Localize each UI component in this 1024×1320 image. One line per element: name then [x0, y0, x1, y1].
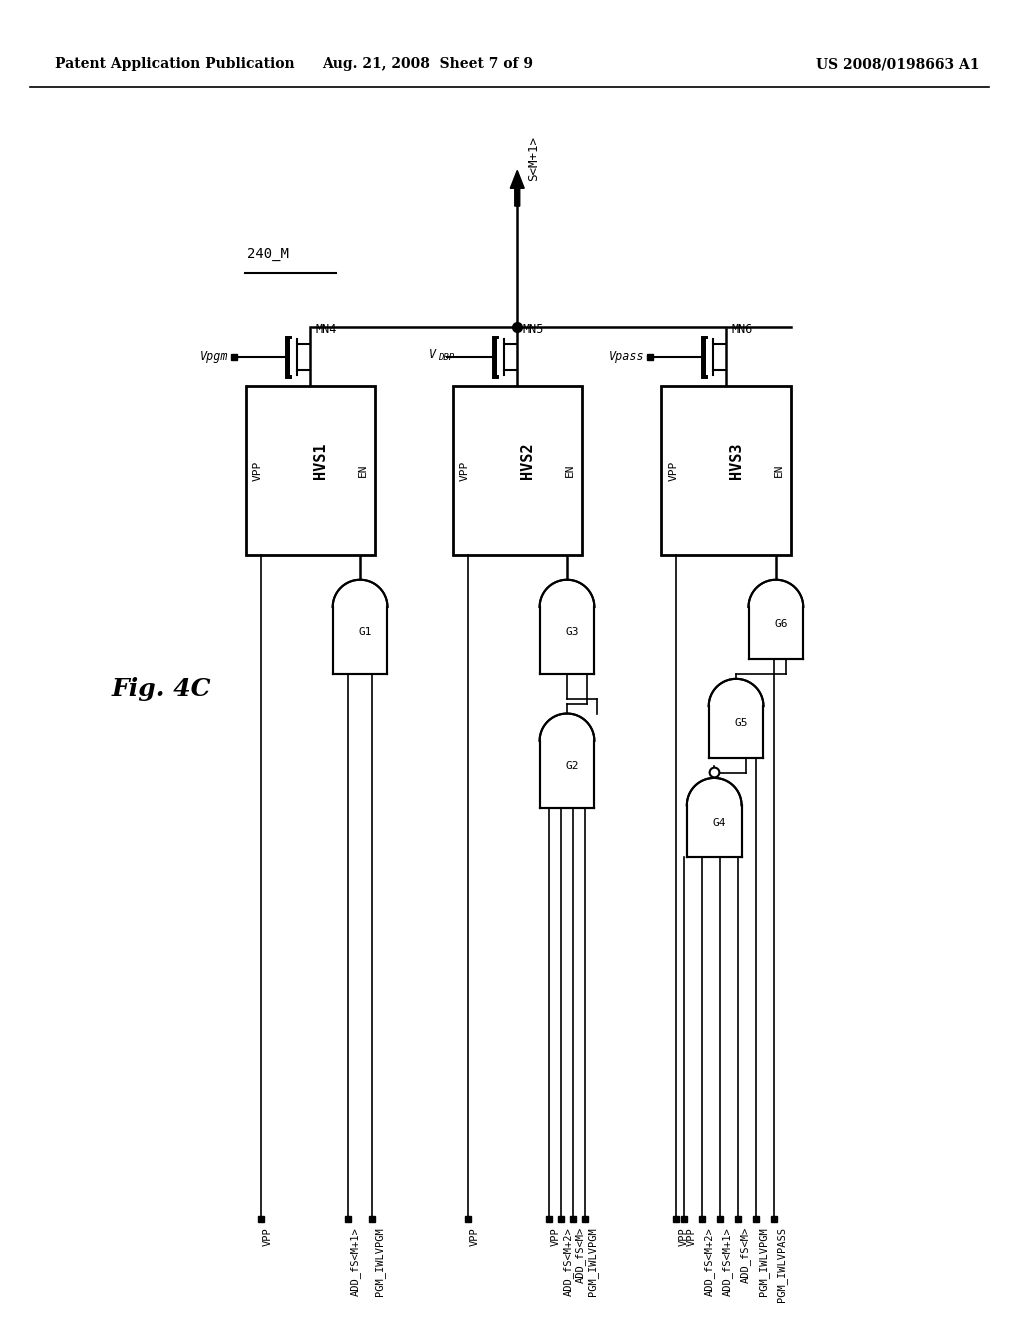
Text: Aug. 21, 2008  Sheet 7 of 9: Aug. 21, 2008 Sheet 7 of 9: [323, 58, 534, 71]
Bar: [246, 387, 375, 554]
Text: G3: G3: [565, 627, 579, 636]
Text: VPP: VPP: [262, 1226, 272, 1246]
Text: MN4: MN4: [315, 323, 337, 337]
Text: 240_M: 240_M: [247, 247, 289, 260]
Bar: [453, 387, 582, 554]
Text: ADD_fS<M+1>: ADD_fS<M+1>: [722, 1226, 733, 1296]
Text: VPP: VPP: [679, 1226, 688, 1246]
Text: S<M+1>: S<M+1>: [527, 136, 541, 181]
Text: VPP: VPP: [470, 1226, 479, 1246]
Text: VPP: VPP: [669, 461, 679, 480]
Text: ADD_fS<M+2>: ADD_fS<M+2>: [705, 1226, 715, 1296]
Text: VPP: VPP: [460, 461, 470, 480]
Text: V: V: [429, 348, 435, 362]
Bar: [662, 387, 791, 554]
Text: PGM_IWLVPASS: PGM_IWLVPASS: [776, 1226, 786, 1302]
Text: HVS3: HVS3: [729, 442, 743, 479]
Text: US 2008/0198663 A1: US 2008/0198663 A1: [816, 58, 979, 71]
Text: ADD_fS<M+2>: ADD_fS<M+2>: [563, 1226, 573, 1296]
Polygon shape: [749, 579, 803, 659]
Text: G1: G1: [358, 627, 372, 636]
Polygon shape: [709, 678, 764, 758]
Text: G2: G2: [565, 760, 579, 771]
Bar: [707, 339, 714, 375]
Text: MN6: MN6: [731, 323, 753, 337]
Text: PGM_IWLVPGM: PGM_IWLVPGM: [374, 1226, 385, 1296]
Text: VPP: VPP: [551, 1226, 561, 1246]
Text: Vpgm: Vpgm: [201, 350, 228, 363]
Text: EN: EN: [774, 465, 783, 478]
Text: VPP: VPP: [253, 461, 262, 480]
Text: EN: EN: [358, 465, 368, 478]
Text: ADD_fS<M>: ADD_fS<M>: [740, 1226, 751, 1283]
Polygon shape: [333, 579, 387, 675]
Text: ADD_fS<M+1>: ADD_fS<M+1>: [350, 1226, 361, 1296]
Text: G5: G5: [734, 718, 748, 729]
Text: HVS1: HVS1: [312, 442, 328, 479]
Text: Fig. 4C: Fig. 4C: [112, 677, 211, 701]
Text: VPP: VPP: [686, 1226, 696, 1246]
Text: G6: G6: [774, 619, 787, 630]
Text: EN: EN: [565, 465, 575, 478]
Text: DBP: DBP: [437, 354, 454, 362]
Text: Vpass: Vpass: [609, 350, 644, 363]
Polygon shape: [687, 777, 741, 857]
Text: G4: G4: [713, 817, 726, 828]
Text: VDBP: VDBP: [408, 350, 435, 363]
Polygon shape: [540, 714, 594, 808]
Text: Patent Application Publication: Patent Application Publication: [54, 58, 294, 71]
Text: HVS2: HVS2: [520, 442, 535, 479]
Text: ADD_fS<M>: ADD_fS<M>: [574, 1226, 586, 1283]
Bar: [498, 339, 505, 375]
Bar: [396, 347, 445, 367]
Text: PGM_IWLVPGM: PGM_IWLVPGM: [758, 1226, 769, 1296]
Text: PGM_IWLVPGM: PGM_IWLVPGM: [587, 1226, 598, 1296]
Polygon shape: [540, 579, 594, 675]
FancyArrow shape: [510, 170, 524, 206]
Bar: [291, 339, 298, 375]
Text: MN5: MN5: [522, 323, 544, 337]
